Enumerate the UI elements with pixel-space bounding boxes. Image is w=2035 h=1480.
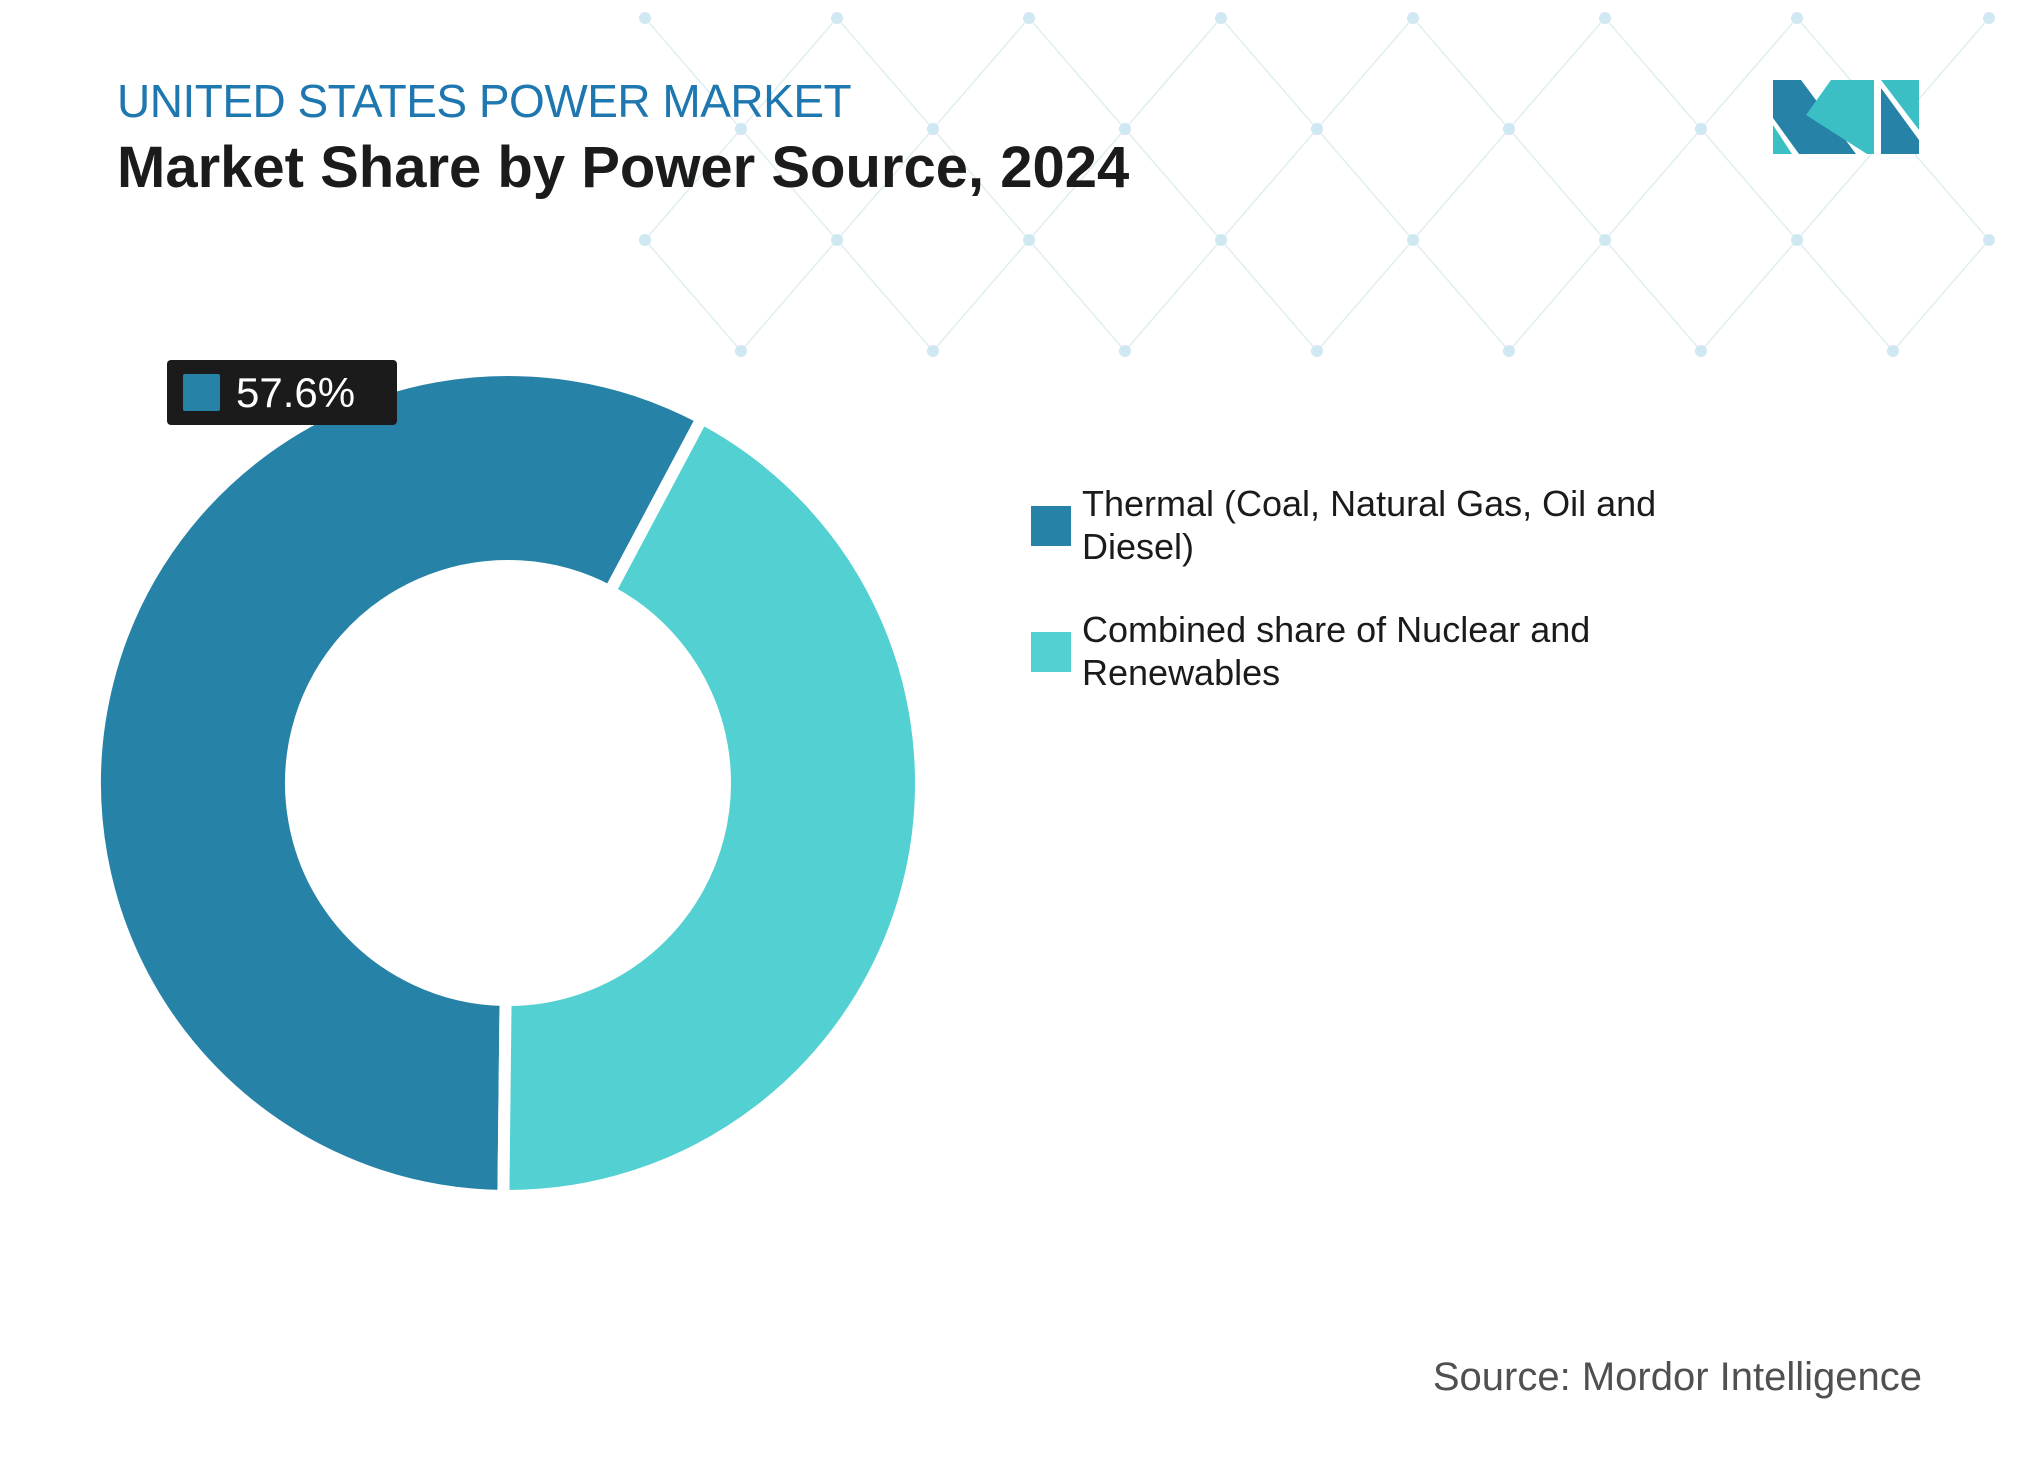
data-label-text: 57.6% [236,368,356,416]
network-line [836,128,934,241]
network-line [1412,17,1510,130]
network-dot [1695,345,1707,357]
network-dot [927,345,939,357]
network-dot [1215,12,1227,24]
network-dot [927,123,939,135]
network-dot [1503,345,1515,357]
network-line [740,239,838,352]
network-dot [1119,123,1131,135]
network-line [644,17,742,130]
network-dot [1407,12,1419,24]
source-note: Source: Mordor Intelligence [1432,1355,1922,1399]
network-dot [1599,12,1611,24]
chart-subtitle: UNITED STATES POWER MARKET [117,75,852,127]
network-dot [1695,123,1707,135]
network-line [1316,239,1414,352]
network-line [1508,239,1606,352]
legend-swatch-nuclear-renewables [1031,632,1071,672]
network-line [836,239,934,352]
legend-label-thermal: Thermal (Coal, Natural Gas, Oil and Dies… [1082,483,1657,567]
network-line [1604,239,1702,352]
network-dot [1983,234,1995,246]
network-line [740,128,838,241]
network-line [1124,17,1222,130]
network-dot [735,345,747,357]
network-line [932,17,1030,130]
network-dot [1119,345,1131,357]
network-dot [1791,12,1803,24]
network-dot [1791,234,1803,246]
data-label-thermal: 57.6% [167,360,397,425]
legend-item-nuclear-renewables: Combined share of Nuclear and Renewables [1031,608,1711,694]
network-dot [831,234,843,246]
network-line [1604,128,1702,241]
network-line [1700,128,1798,241]
network-dot [1215,234,1227,246]
network-line [1028,239,1126,352]
network-line [1220,239,1318,352]
network-dot [1311,123,1323,135]
network-line [1316,128,1414,241]
network-line [1316,17,1414,130]
legend-label-nuclear-renewables: Combined share of Nuclear and Renewables [1082,609,1591,693]
network-dot [1887,345,1899,357]
network-line [1124,128,1222,241]
network-line [644,239,742,352]
network-line [932,239,1030,352]
network-line [1412,128,1510,241]
network-dot [1983,12,1995,24]
network-line [932,128,1030,241]
legend: Thermal (Coal, Natural Gas, Oil and Dies… [1031,482,1711,734]
network-line [836,17,934,130]
legend-swatch-thermal [1031,506,1071,546]
legend-item-thermal: Thermal (Coal, Natural Gas, Oil and Dies… [1031,482,1711,568]
network-line [644,128,742,241]
network-line [740,17,838,130]
network-line [1028,17,1126,130]
network-dot [1599,234,1611,246]
network-line [1508,17,1606,130]
network-line [1220,128,1318,241]
slice-nuclear-renewables [497,410,927,1202]
network-dot [735,123,747,135]
chart-title: Market Share by Power Source, 2024 [117,135,1130,200]
mordor-logo [1773,80,1919,154]
network-dot [639,12,651,24]
data-label-swatch [183,374,220,411]
network-dot [1023,12,1035,24]
network-line [1700,17,1798,130]
network-dot [639,234,651,246]
slice-thermal [89,363,711,1203]
network-dot [831,12,843,24]
network-line [1124,239,1222,352]
network-line [1700,239,1798,352]
network-line [1796,239,1894,352]
network-dot [1311,345,1323,357]
network-line [1892,239,1990,352]
network-dot [1503,123,1515,135]
network-line [1508,128,1606,241]
network-line [1220,17,1318,130]
network-line [1028,128,1126,241]
network-line [1604,17,1702,130]
network-line [1412,239,1510,352]
network-dot [1407,234,1419,246]
network-dot [1023,234,1035,246]
